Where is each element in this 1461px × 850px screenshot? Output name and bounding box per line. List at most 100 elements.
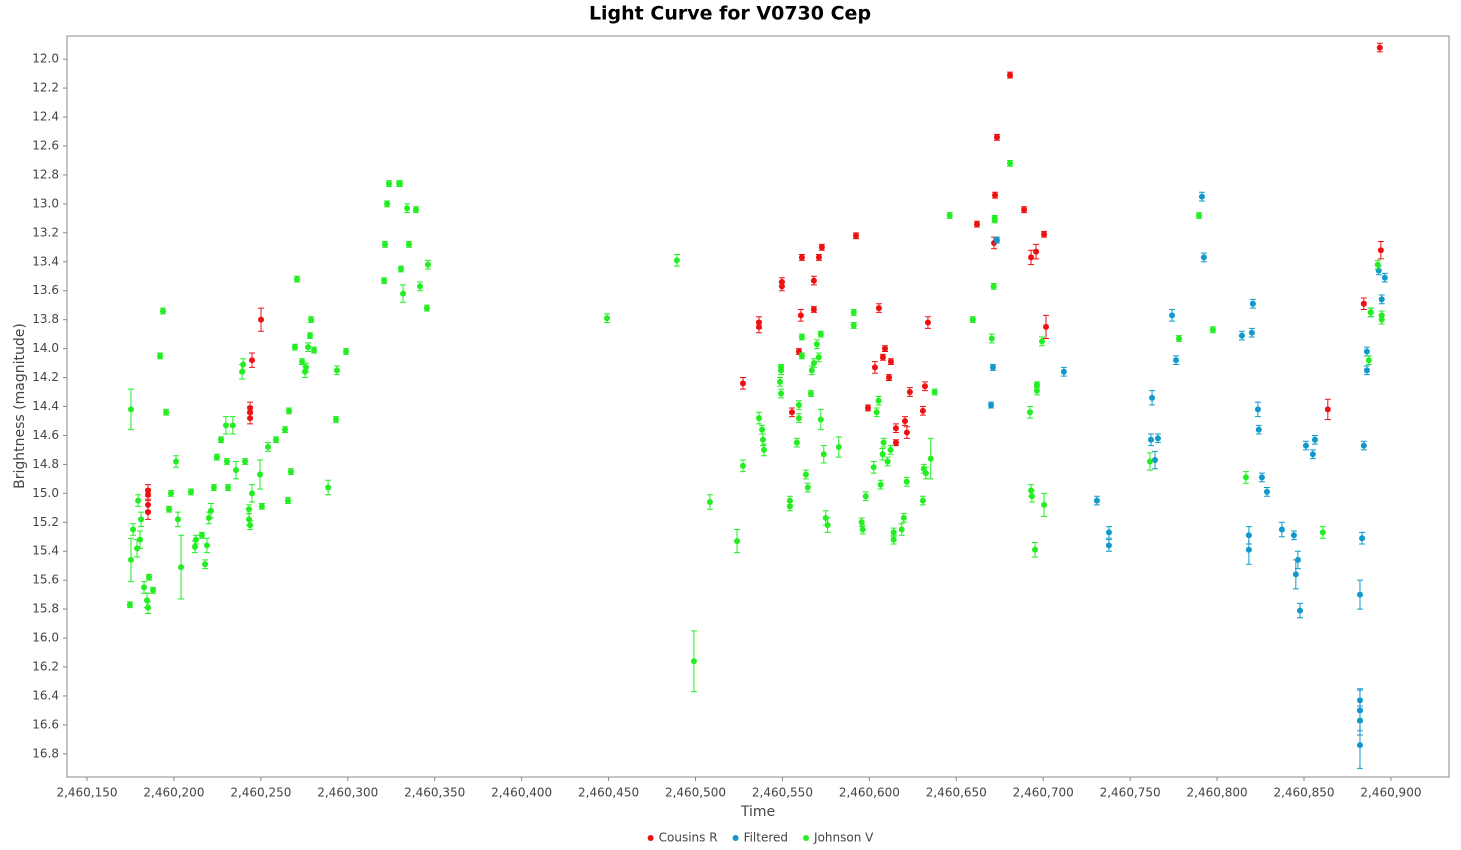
data-point	[802, 471, 809, 478]
data-point	[381, 277, 388, 284]
data-point	[1311, 436, 1318, 443]
data-point	[1360, 300, 1367, 307]
data-point	[1356, 591, 1363, 598]
x-tick-label: 2,460,350	[404, 786, 465, 800]
data-point	[739, 462, 746, 469]
data-point	[332, 416, 339, 423]
data-point	[1200, 254, 1207, 261]
legend-item: Johnson V	[803, 831, 874, 845]
data-point	[1356, 742, 1363, 749]
data-point	[1195, 212, 1202, 219]
data-point	[919, 407, 926, 414]
data-point	[405, 241, 412, 248]
data-point	[291, 344, 298, 351]
data-point	[870, 464, 877, 471]
data-point	[167, 490, 174, 497]
data-point	[1038, 338, 1045, 345]
data-point	[858, 519, 865, 526]
data-point	[898, 526, 905, 533]
data-point	[993, 237, 1000, 244]
x-tick-label: 2,460,550	[752, 786, 813, 800]
data-point	[1356, 717, 1363, 724]
y-tick-label: 13.2	[32, 225, 59, 239]
legend-marker	[803, 835, 810, 841]
data-point	[1360, 442, 1367, 449]
data-point	[1356, 697, 1363, 704]
data-point	[886, 374, 893, 381]
x-axis-label: Time	[740, 804, 775, 820]
data-point	[808, 367, 815, 374]
data-point	[247, 522, 254, 529]
legend-text: Cousins R	[659, 831, 718, 845]
legend: Cousins R Filtered Johnson V	[647, 831, 874, 845]
x-tick-label: 2,460,150	[56, 786, 117, 800]
y-tick-label: 12.8	[32, 167, 59, 181]
data-point	[166, 506, 173, 513]
data-point	[1041, 231, 1048, 238]
data-point	[824, 522, 831, 529]
data-point	[1105, 542, 1112, 549]
data-point	[137, 536, 144, 543]
data-point	[786, 503, 793, 510]
data-point	[921, 383, 928, 390]
data-point	[875, 305, 882, 312]
data-point	[739, 380, 746, 387]
data-point	[1093, 497, 1100, 504]
data-point	[1033, 248, 1040, 255]
data-point	[157, 352, 164, 359]
data-point	[1198, 193, 1205, 200]
data-point	[1028, 254, 1035, 261]
data-point	[988, 335, 995, 342]
data-point	[815, 354, 822, 361]
data-point	[1297, 607, 1304, 614]
data-point	[919, 497, 926, 504]
data-point	[246, 506, 253, 513]
data-point	[311, 347, 318, 354]
data-point	[218, 436, 225, 443]
data-point	[906, 389, 913, 396]
data-point	[258, 503, 265, 510]
x-tick-label: 2,460,800	[1187, 786, 1248, 800]
data-point	[159, 307, 166, 314]
data-point	[1254, 406, 1261, 413]
data-point	[604, 315, 611, 322]
data-point	[1290, 532, 1297, 539]
legend-item: Cousins R	[647, 831, 718, 845]
data-point	[384, 200, 391, 207]
y-tick-label: 14.4	[32, 399, 59, 413]
data-point	[1302, 442, 1309, 449]
data-point	[988, 402, 995, 409]
data-point	[850, 309, 857, 316]
data-point	[213, 454, 220, 461]
data-point	[1292, 571, 1299, 578]
data-point	[1154, 435, 1161, 442]
data-point	[1359, 535, 1366, 542]
data-point	[127, 556, 134, 563]
data-point	[1242, 474, 1249, 481]
data-point	[989, 364, 996, 371]
data-point	[248, 490, 255, 497]
data-point	[776, 378, 783, 385]
data-point	[1209, 326, 1216, 333]
y-tick-label: 12.4	[32, 110, 59, 124]
data-point	[759, 426, 766, 433]
data-point	[1021, 206, 1028, 213]
data-point	[1258, 474, 1265, 481]
legend-text: Filtered	[744, 831, 788, 845]
data-point	[798, 334, 805, 341]
data-point	[145, 509, 152, 516]
data-point	[778, 390, 785, 397]
data-point	[242, 458, 249, 465]
data-point	[141, 584, 148, 591]
y-tick-label: 13.6	[32, 283, 59, 297]
data-point	[412, 206, 419, 213]
data-point	[404, 205, 411, 212]
data-point	[305, 344, 312, 351]
x-tick-label: 2,460,200	[143, 786, 204, 800]
data-point	[397, 266, 404, 273]
data-point	[174, 516, 181, 523]
data-point	[1105, 529, 1112, 536]
data-point	[198, 532, 205, 539]
data-point	[1378, 296, 1385, 303]
